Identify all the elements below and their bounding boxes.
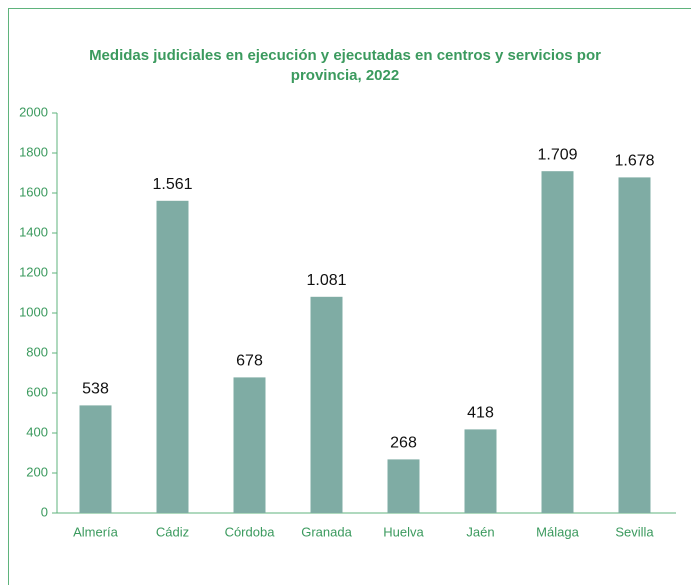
- data-label: 538: [82, 381, 109, 398]
- y-tick-label: 0: [41, 504, 48, 519]
- bar: [387, 459, 420, 513]
- bar: [541, 171, 574, 513]
- y-tick-label: 1200: [19, 264, 48, 279]
- data-label: 418: [467, 405, 494, 422]
- y-tick-label: 800: [26, 344, 48, 359]
- x-tick-label: Sevilla: [615, 524, 654, 539]
- y-tick-label: 600: [26, 384, 48, 399]
- y-tick-label: 1600: [19, 184, 48, 199]
- data-label: 1.081: [306, 272, 346, 289]
- y-tick-label: 400: [26, 424, 48, 439]
- data-label: 268: [390, 435, 417, 452]
- x-tick-label: Cádiz: [156, 524, 189, 539]
- chart-title: Medidas judiciales en ejecución y ejecut…: [89, 47, 601, 84]
- y-tick-label: 1800: [19, 144, 48, 159]
- data-label: 1.709: [537, 146, 577, 163]
- data-label: 1.678: [614, 153, 654, 170]
- bar: [79, 405, 112, 513]
- bar: [618, 177, 651, 513]
- frame: [8, 8, 691, 585]
- data-label: 1.561: [152, 176, 192, 193]
- bar: [310, 296, 343, 513]
- bar: [233, 377, 266, 513]
- x-tick-label: Almería: [73, 524, 119, 539]
- y-tick-label: 2000: [19, 104, 48, 119]
- bar: [156, 200, 189, 514]
- data-label: 678: [236, 353, 263, 370]
- x-tick-label: Huelva: [383, 524, 424, 539]
- x-tick-label: Córdoba: [225, 524, 276, 539]
- y-tick-label: 1400: [19, 224, 48, 239]
- x-tick-label: Málaga: [536, 524, 579, 539]
- x-tick-label: Granada: [301, 524, 352, 539]
- y-tick-label: 200: [26, 464, 48, 479]
- bar: [464, 429, 497, 513]
- x-tick-label: Jaén: [466, 524, 494, 539]
- y-tick-label: 1000: [19, 304, 48, 319]
